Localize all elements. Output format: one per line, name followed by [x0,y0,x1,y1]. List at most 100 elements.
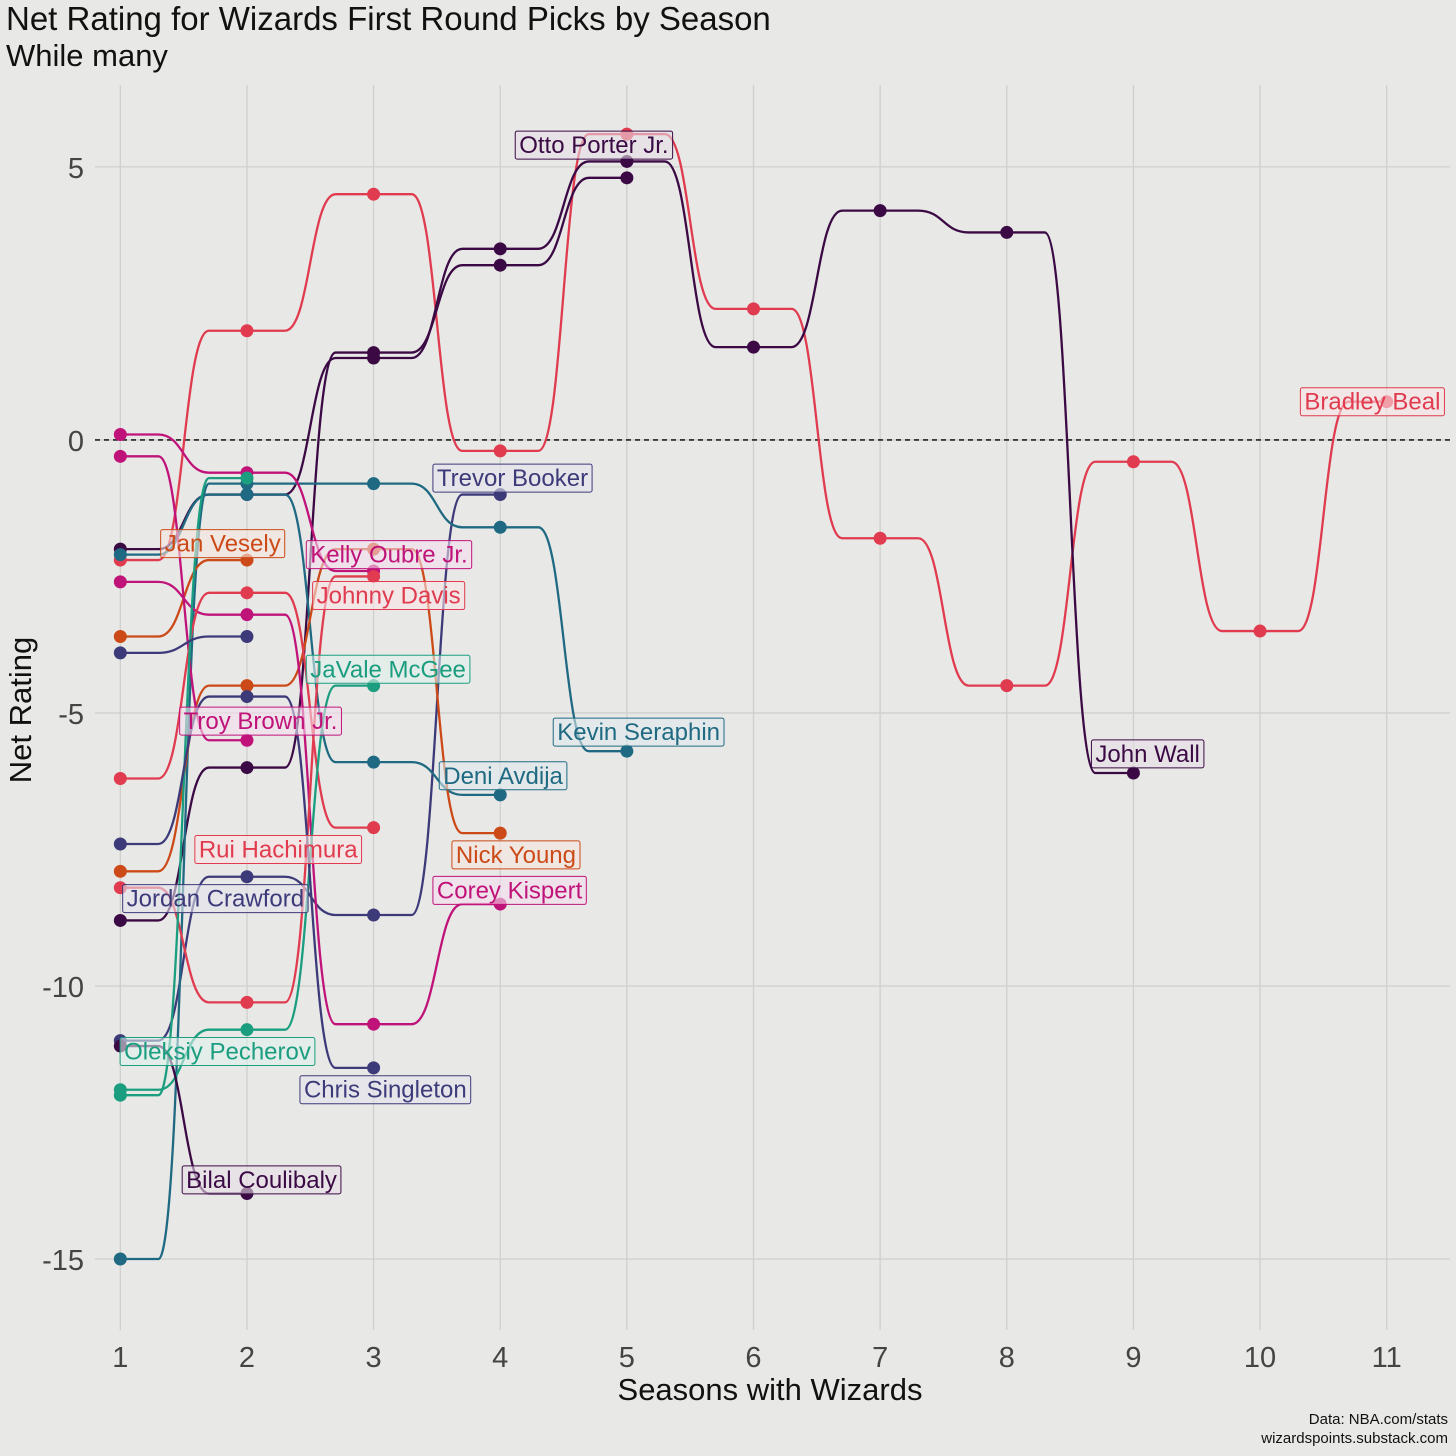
player-label-bg [451,840,581,869]
player-label-box [432,875,587,905]
data-point [240,586,254,600]
series-line-4 [120,482,627,1261]
player-label-bg [515,131,673,160]
player-label-bg [553,718,725,747]
data-point [240,1023,254,1037]
series-line-1 [120,160,1134,775]
x-tick-label: 2 [239,1342,255,1374]
player-label-box [160,529,286,559]
data-point [620,744,634,758]
data-point [747,302,761,316]
player-label: Troy Brown Jr. [179,706,342,736]
x-tick-label: 9 [1125,1342,1141,1374]
player-label: Kelly Oubre Jr. [305,540,473,570]
data-point [367,569,381,583]
y-tick-label: -5 [58,699,84,731]
player-label: Otto Porter Jr. [514,130,674,160]
data-point [493,242,507,256]
player-label-bg [439,761,567,790]
data-point [113,837,127,851]
player-label-box [432,463,593,493]
data-point [113,630,127,644]
player-label-box [194,834,363,864]
data-point [493,258,507,272]
player-label-text: Kelly Oubre Jr. [310,542,467,569]
data-point [240,761,254,775]
series-line-12 [120,591,374,829]
data-point [113,646,127,660]
data-point [493,444,507,458]
data-point [367,755,381,769]
player-label: Bradley Beal [1299,387,1445,417]
data-point [240,690,254,704]
player-label-text: Trevor Booker [437,465,588,492]
credit-site: wizardspoints.substack.com [1261,1430,1448,1447]
data-point [493,826,507,840]
data-point [367,821,381,835]
player-label-bg [306,655,470,684]
player-label-box [552,717,725,747]
player-label: Corey Kispert [432,875,587,905]
data-point [1000,225,1014,239]
x-tick-label: 8 [999,1342,1015,1374]
player-label-text: Kevin Seraphin [557,719,720,746]
player-label: Chris Singleton [299,1075,472,1105]
data-point [240,630,254,644]
player-label-text: Nick Young [456,842,576,869]
credit-source: Data: NBA.com/stats [1308,1411,1448,1428]
y-tick-label: -15 [42,1245,84,1277]
player-label-box [181,1165,342,1195]
player-label-box [305,540,473,570]
player-label-bg [1091,739,1204,768]
data-point [1126,766,1140,780]
player-label-box [514,130,674,160]
x-axis-title: Seasons with Wizards [618,1372,923,1407]
player-label-text: Oleksiy Pecherov [124,1039,311,1066]
data-point [240,733,254,747]
player-label-text: Johnny Davis [317,583,461,610]
player-label-bg [306,540,472,569]
player-label-box [312,581,466,611]
series-line-0 [120,132,1387,687]
data-point [367,187,381,201]
player-label-text: Bradley Beal [1304,389,1440,416]
player-label: Trevor Booker [432,463,593,493]
player-label-bg [432,876,587,905]
player-label-bg [312,581,465,610]
data-point [240,870,254,884]
player-label-text: Troy Brown Jr. [184,708,338,735]
data-point [113,548,127,562]
data-point [873,531,887,545]
chart-title: Net Rating for Wizards First Round Picks… [6,0,771,37]
data-point [1000,679,1014,693]
data-point [113,913,127,927]
chart-subtitle: While many [6,38,168,73]
y-axis-title: Net Rating [3,637,38,783]
data-point [1126,455,1140,469]
direct-labels: Otto Porter Jr. Bradley Beal Trevor Booker… [119,130,1445,1195]
x-tick-label: 3 [366,1342,382,1374]
x-tick-label: 4 [492,1342,508,1374]
series-line-10 [120,580,501,1026]
series-line-16 [120,695,374,1070]
player-label-box [179,706,342,736]
player-label-bg [182,1165,341,1194]
player-label-box [119,1037,316,1067]
player-label-box [1299,387,1445,417]
player-label-box [122,884,309,914]
player-label-text: Otto Porter Jr. [519,132,668,159]
player-label: Jordan Crawford [122,884,309,914]
player-label-bg [194,835,362,864]
x-tick-label: 5 [619,1342,635,1374]
player-label: Jan Vesely [160,529,286,559]
data-point [113,575,127,589]
player-label-box [1090,739,1205,769]
data-point [113,449,127,463]
y-tick-label: -10 [42,972,84,1004]
y-tick-label: 0 [68,426,84,458]
player-label: JaVale McGee [305,654,471,684]
data-point [493,788,507,802]
data-point [367,908,381,922]
